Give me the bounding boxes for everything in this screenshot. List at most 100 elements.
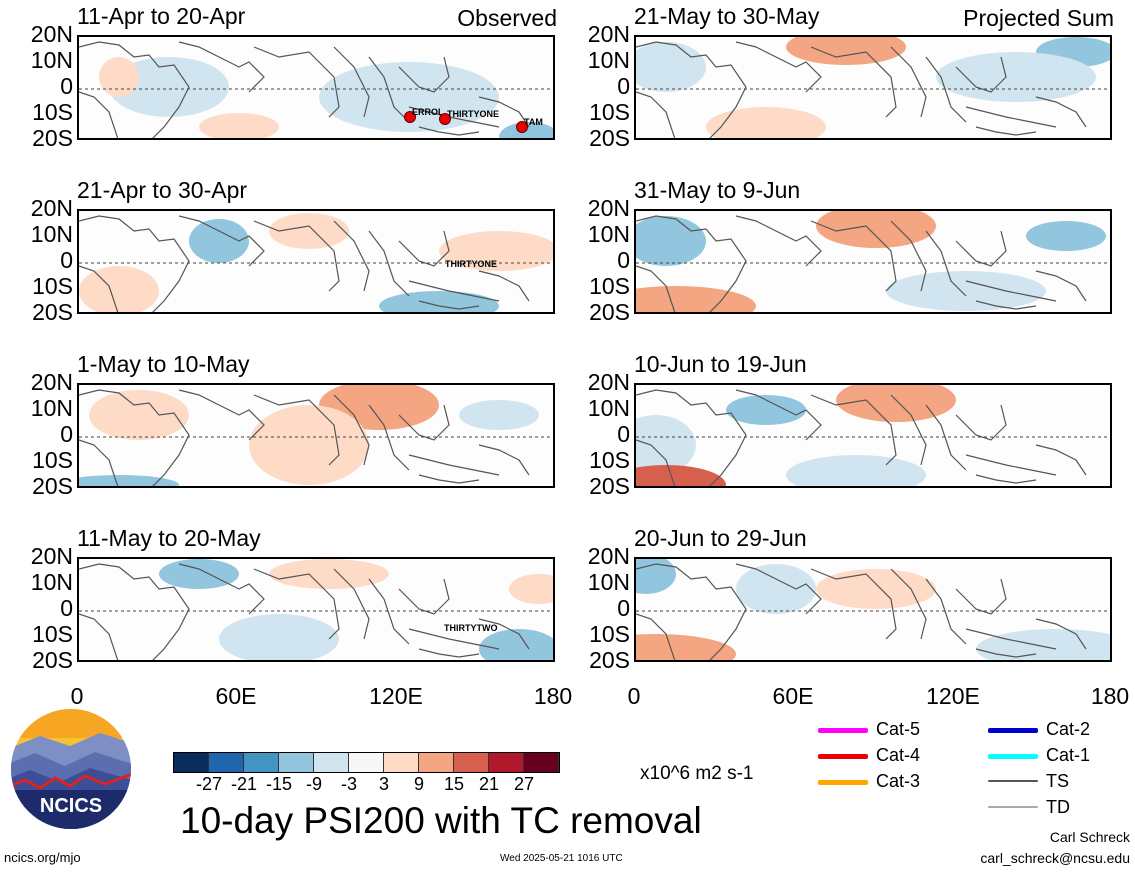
lat-label: 20N xyxy=(587,195,630,221)
coastline xyxy=(636,265,676,312)
lat-label: 10S xyxy=(32,99,73,125)
lat-label: 0 xyxy=(617,247,630,273)
lat-label: 20N xyxy=(30,195,73,221)
anomaly-contour xyxy=(786,37,906,65)
anomaly-contour xyxy=(726,395,806,425)
lon-label-0-left: 0 xyxy=(70,683,84,709)
lon-label-0-right: 0 xyxy=(627,683,641,709)
anomaly-contour xyxy=(636,465,726,486)
coastline xyxy=(925,230,967,297)
colorbar-tick: -15 xyxy=(265,774,293,794)
coastline xyxy=(408,280,500,302)
coastline xyxy=(810,394,897,466)
lat-label: 10N xyxy=(30,569,73,595)
lon-label-180-left: 180 xyxy=(533,683,573,709)
map-panel xyxy=(77,383,555,488)
legend-line xyxy=(988,728,1038,733)
coastline xyxy=(178,389,265,441)
tc-marker-icon xyxy=(439,113,451,125)
anomaly-contour xyxy=(636,634,736,660)
lat-label: 0 xyxy=(60,421,73,447)
coastline xyxy=(368,56,410,123)
panel-title: 11-Apr to 20-Apr xyxy=(77,3,246,29)
legend-line xyxy=(988,806,1038,808)
lat-label: 0 xyxy=(617,73,630,99)
coastline xyxy=(418,474,480,484)
tc-label: ERROL xyxy=(412,107,444,117)
coastline xyxy=(735,215,822,267)
lat-label: 0 xyxy=(617,421,630,447)
lat-label: 20S xyxy=(589,473,630,499)
legend-line xyxy=(988,780,1038,782)
coastline xyxy=(178,215,265,267)
lat-label: 10S xyxy=(589,447,630,473)
lat-label: 10N xyxy=(587,395,630,421)
lon-label-120e-left: 120E xyxy=(369,683,423,709)
colorbar-swatch xyxy=(209,753,244,772)
logo-text: NCICS xyxy=(40,795,102,817)
coastline xyxy=(253,46,340,118)
coastline xyxy=(478,270,530,302)
coastline xyxy=(925,404,967,471)
coastline xyxy=(398,56,450,93)
lat-label: 10N xyxy=(587,221,630,247)
legend-label: Cat-5 xyxy=(876,719,921,739)
colorbar-tick: 27 xyxy=(513,774,535,794)
colorbar xyxy=(173,752,560,773)
lat-label: 10S xyxy=(32,273,73,299)
legend-label: TD xyxy=(1046,797,1070,817)
tc-marker-icon xyxy=(404,111,416,123)
anomaly-contour xyxy=(109,57,229,117)
colorbar-units: x10^6 m2 s-1 xyxy=(640,763,754,784)
map-panel xyxy=(77,35,555,140)
coastline xyxy=(890,220,927,292)
coastline xyxy=(253,220,340,292)
coastline xyxy=(1035,96,1087,128)
colorbar-tick: -3 xyxy=(340,774,358,794)
coastline xyxy=(398,404,450,441)
lat-label: 20S xyxy=(32,299,73,325)
anomaly-contour xyxy=(269,213,349,249)
colorbar-swatch xyxy=(419,753,454,772)
anomaly-contour xyxy=(79,266,159,312)
coastline xyxy=(925,56,967,123)
colorbar-swatch xyxy=(454,753,489,772)
colorbar-tick: -9 xyxy=(305,774,323,794)
anomaly-contour xyxy=(886,271,1046,311)
anomaly-contour xyxy=(99,57,139,97)
coastline xyxy=(975,126,1037,136)
coastline xyxy=(735,389,822,441)
anomaly-contour xyxy=(1026,221,1106,251)
tc-label: TAM xyxy=(524,117,543,127)
lat-label: 20S xyxy=(32,647,73,673)
footer-timestamp: Wed 2025-05-21 1016 UTC xyxy=(500,853,623,864)
panel-tag: Observed xyxy=(457,5,557,31)
ncics-logo: NCICS xyxy=(10,708,132,830)
lat-label: 10S xyxy=(32,621,73,647)
coastline xyxy=(965,628,1057,650)
lat-label: 20N xyxy=(30,543,73,569)
panel-title: 11-May to 20-May xyxy=(77,525,261,551)
legend-line xyxy=(988,754,1038,759)
lat-label: 20N xyxy=(30,21,73,47)
coastline xyxy=(398,230,450,267)
anomaly-contour xyxy=(636,42,706,92)
footer-email: carl_schreck@ncsu.edu xyxy=(980,850,1130,866)
coastline xyxy=(955,404,1007,441)
lat-label: 20N xyxy=(587,21,630,47)
panel-title: 10-Jun to 19-Jun xyxy=(634,351,807,377)
coastline xyxy=(636,215,747,312)
chart-title: 10-day PSI200 with TC removal xyxy=(180,800,702,841)
coastline xyxy=(333,220,370,292)
lat-label: 20N xyxy=(30,369,73,395)
lat-label: 10S xyxy=(589,99,630,125)
coastline xyxy=(955,230,1007,267)
footer-url: ncics.org/mjo xyxy=(4,850,81,865)
anomaly-contour xyxy=(509,574,553,604)
anomaly-contour xyxy=(786,455,926,486)
coastline xyxy=(975,648,1037,658)
lat-label: 0 xyxy=(60,247,73,273)
coastline xyxy=(79,613,119,660)
anomaly-contour xyxy=(219,614,339,660)
coastline xyxy=(955,56,1007,93)
